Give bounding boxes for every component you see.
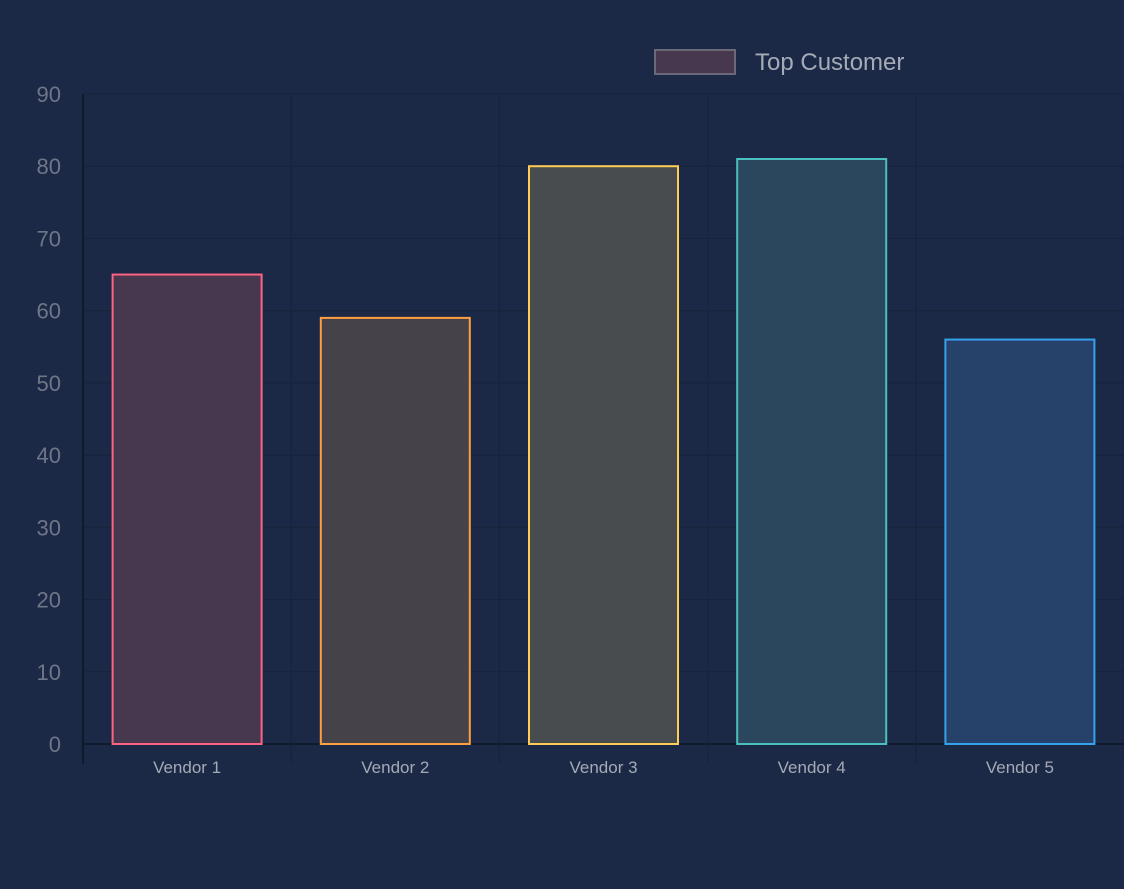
y-tick-label: 10 [37, 660, 61, 685]
legend-swatch [654, 49, 736, 75]
y-tick-label: 50 [37, 371, 61, 396]
x-tick-label: Vendor 5 [986, 758, 1054, 777]
x-tick-label: Vendor 3 [569, 758, 637, 777]
y-tick-label: 80 [37, 154, 61, 179]
bar-vendor-2[interactable] [319, 316, 471, 745]
x-tick-label: Vendor 1 [153, 758, 221, 777]
bar-vendor-3[interactable] [528, 165, 679, 745]
x-tick-label: Vendor 4 [778, 758, 846, 777]
legend-label[interactable]: Top Customer [755, 49, 904, 76]
y-tick-label: 40 [37, 443, 61, 468]
bars [111, 158, 1096, 745]
y-tick-label: 0 [49, 732, 61, 757]
bar-vendor-5[interactable] [944, 338, 1096, 745]
tick-labels: 0 10 20 30 40 50 60 70 80 90 Vendor 1 Vendor 2 Vendo… [37, 82, 1054, 777]
bar-vendor-4[interactable] [736, 158, 888, 745]
y-tick-label: 90 [37, 82, 61, 107]
y-tick-label: 60 [37, 299, 61, 324]
legend[interactable]: Top Customer [654, 49, 904, 76]
bar-vendor-1[interactable] [111, 273, 263, 745]
y-tick-label: 20 [37, 588, 61, 613]
y-tick-label: 30 [37, 515, 61, 540]
x-tick-label: Vendor 2 [361, 758, 429, 777]
y-tick-label: 70 [37, 226, 61, 251]
